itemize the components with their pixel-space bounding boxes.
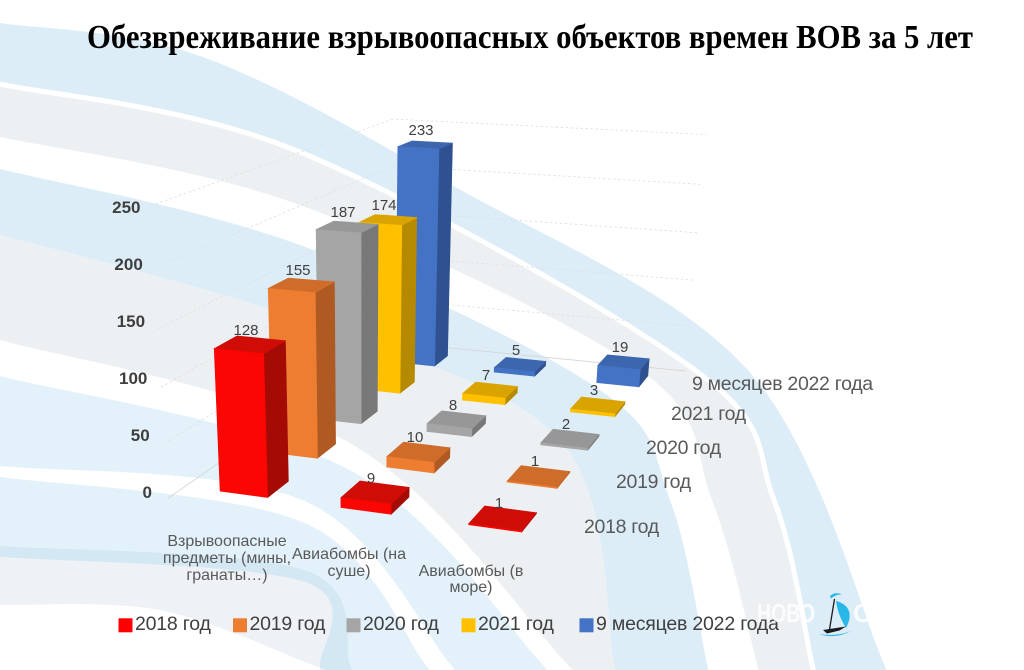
svg-text:предметы (мины,: предметы (мины, (163, 550, 291, 567)
svg-text:100: 100 (119, 369, 147, 388)
svg-text:2019 год: 2019 год (616, 471, 692, 493)
svg-text:С: С (853, 598, 872, 628)
svg-text:150: 150 (117, 312, 145, 331)
svg-text:2020 год: 2020 год (363, 613, 439, 635)
svg-text:233: 233 (408, 122, 433, 139)
svg-text:2021 год: 2021 год (478, 613, 554, 635)
svg-text:8: 8 (449, 397, 457, 414)
svg-text:Авиабомбы (на: Авиабомбы (на (292, 546, 406, 563)
svg-text:Взрывоопасные: Взрывоопасные (167, 533, 286, 550)
svg-text:10: 10 (407, 429, 424, 446)
svg-text:5: 5 (512, 342, 520, 359)
svg-text:2019 год: 2019 год (250, 613, 326, 635)
svg-text:250: 250 (112, 198, 140, 217)
svg-text:Обезвреживание взрывоопасных о: Обезвреживание взрывоопасных объектов вр… (87, 19, 973, 56)
svg-text:50: 50 (131, 426, 150, 445)
svg-text:суше): суше) (327, 563, 370, 580)
svg-text:2018 год: 2018 год (135, 613, 211, 635)
svg-text:9 месяцев 2022 года: 9 месяцев 2022 года (692, 373, 873, 395)
svg-text:НОВО: НОВО (757, 598, 815, 628)
svg-text:19: 19 (612, 339, 629, 356)
svg-text:3: 3 (590, 382, 598, 399)
svg-text:2: 2 (562, 416, 570, 433)
svg-text:9: 9 (367, 470, 375, 487)
svg-text:7: 7 (482, 367, 490, 384)
svg-text:Авиабомбы (в: Авиабомбы (в (419, 563, 524, 580)
svg-text:9 месяцев 2022 года: 9 месяцев 2022 года (596, 613, 779, 635)
svg-text:1: 1 (495, 495, 503, 512)
svg-text:2020 год: 2020 год (646, 437, 722, 459)
svg-text:море): море) (449, 579, 492, 596)
svg-text:128: 128 (233, 322, 258, 339)
svg-text:174: 174 (371, 197, 396, 214)
svg-text:200: 200 (114, 255, 142, 274)
svg-text:2018 год: 2018 год (584, 516, 660, 538)
svg-text:1: 1 (531, 453, 539, 470)
svg-text:гранаты…): гранаты…) (186, 567, 267, 584)
svg-text:187: 187 (330, 204, 355, 221)
svg-text:155: 155 (285, 262, 310, 279)
svg-text:2021 год: 2021 год (671, 403, 747, 425)
svg-text:0: 0 (143, 483, 152, 502)
